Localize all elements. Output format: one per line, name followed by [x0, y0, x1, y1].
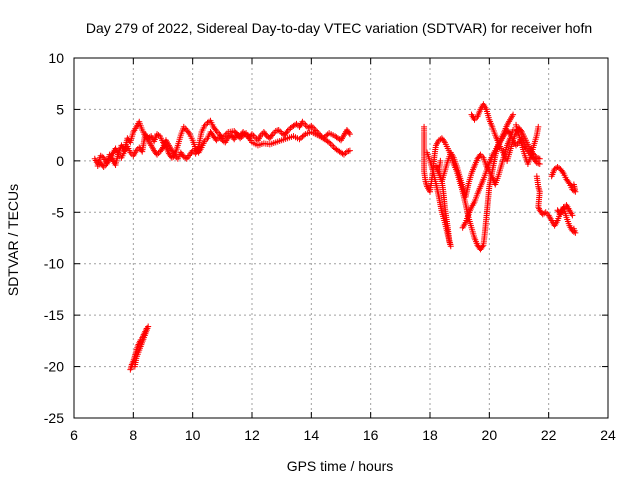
data-point	[346, 131, 353, 138]
data-point	[345, 148, 352, 155]
data-point	[131, 363, 138, 370]
y-tick-label: 0	[56, 153, 64, 169]
data-point	[565, 179, 572, 186]
y-tick-labels: 10 5 0 -5 -10 -15 -20 -25	[44, 50, 64, 426]
data-point	[533, 154, 540, 161]
y-tick-label: -5	[52, 204, 65, 220]
data-point	[479, 243, 486, 250]
data-point	[343, 148, 350, 155]
data-point	[559, 168, 566, 175]
data-point	[324, 138, 331, 145]
data-point	[296, 136, 303, 143]
data-point	[541, 210, 548, 217]
data-point	[161, 142, 168, 149]
data-point	[185, 129, 192, 136]
y-tick-label: -15	[44, 307, 64, 323]
x-axis-label: GPS time / hours	[287, 458, 394, 474]
data-point	[300, 132, 307, 139]
data-point	[570, 181, 577, 188]
y-tick-label: 5	[56, 101, 64, 117]
data-point	[274, 127, 281, 134]
y-tick-label: -10	[44, 256, 64, 272]
axis-ticks	[73, 57, 609, 419]
data-point	[570, 225, 577, 232]
data-point	[329, 142, 336, 149]
data-point	[170, 153, 177, 160]
x-tick-label: 24	[600, 427, 616, 443]
grid	[74, 58, 608, 418]
data-point	[240, 132, 247, 139]
data-point	[535, 155, 542, 162]
data-point	[345, 129, 352, 136]
x-tick-label: 16	[363, 427, 379, 443]
y-tick-label: 10	[48, 50, 64, 66]
data-point	[241, 131, 248, 138]
x-tick-label: 8	[129, 427, 137, 443]
data-point	[303, 123, 310, 130]
data-point	[299, 133, 306, 140]
x-tick-labels: 6 8 10 12 14 16 18 20 22 24	[70, 427, 616, 443]
data-point	[533, 159, 540, 166]
data-point	[339, 150, 346, 157]
data-point	[237, 135, 244, 142]
data-point	[306, 123, 313, 130]
x-tick-label: 20	[482, 427, 498, 443]
data-point	[297, 134, 304, 141]
x-tick-label: 6	[70, 427, 78, 443]
data-point	[510, 111, 517, 118]
y-axis-label: SDTVAR / TECUs	[5, 184, 21, 296]
data-point	[309, 124, 316, 131]
data-point	[159, 145, 166, 152]
x-tick-label: 12	[244, 427, 260, 443]
plot-frame	[73, 57, 609, 419]
data-point	[536, 155, 543, 162]
y-tick-label: -25	[44, 410, 64, 426]
data-point	[155, 132, 162, 139]
data-point	[292, 121, 299, 128]
data-point	[321, 133, 328, 140]
x-tick-label: 14	[304, 427, 320, 443]
x-tick-label: 18	[422, 427, 438, 443]
data-point	[535, 160, 542, 167]
data-point	[346, 147, 353, 154]
x-tick-label: 10	[185, 427, 201, 443]
data-point	[440, 137, 447, 144]
data-point	[535, 123, 542, 130]
data-point	[238, 133, 245, 140]
data-point	[437, 157, 444, 164]
x-tick-label: 22	[541, 427, 557, 443]
data-point	[272, 128, 279, 135]
chart-title: Day 279 of 2022, Sidereal Day-to-day VTE…	[86, 20, 592, 36]
y-tick-label: -20	[44, 359, 64, 375]
data-series-sdtvar	[91, 101, 579, 373]
data-point	[182, 154, 189, 161]
data-point	[536, 160, 543, 167]
data-point	[569, 212, 576, 219]
data-point	[323, 132, 330, 139]
data-point	[320, 135, 327, 142]
